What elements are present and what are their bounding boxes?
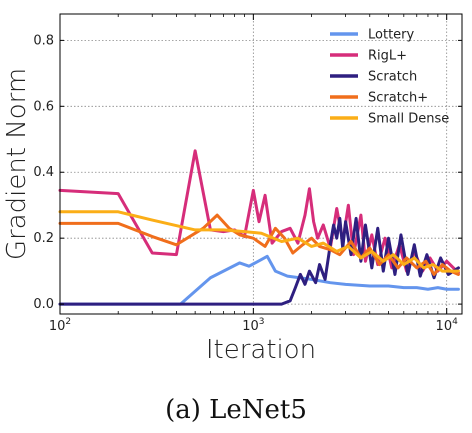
x-tick-base: 10 bbox=[49, 319, 66, 334]
x-tick-exponent: 2 bbox=[65, 317, 71, 327]
x-tick-exponent: 3 bbox=[259, 317, 265, 327]
y-tick-label: 0.6 bbox=[33, 99, 54, 114]
figure-caption: (a) LeNet5 bbox=[165, 395, 307, 425]
legend-label: RigL+ bbox=[368, 49, 407, 64]
series-layer bbox=[58, 149, 460, 306]
x-tick-label: 104 bbox=[436, 317, 459, 334]
legend-label: Lottery bbox=[368, 28, 415, 43]
y-axis-label: Gradient Norm bbox=[2, 68, 32, 260]
legend-label: Scratch+ bbox=[368, 91, 428, 106]
x-axis-label: Iteration bbox=[206, 335, 316, 365]
series-line-small-dense bbox=[58, 210, 460, 273]
y-tick-label: 0.2 bbox=[33, 231, 54, 246]
series-line-lottery bbox=[58, 254, 460, 306]
x-tick-base: 10 bbox=[242, 319, 259, 334]
x-tick-label: 102 bbox=[49, 317, 71, 334]
y-tick-label: 0.4 bbox=[33, 165, 54, 180]
x-tick-exponent: 4 bbox=[452, 317, 458, 327]
legend: Lottery RigL+ Scratch Scratch+ Small Dense bbox=[330, 28, 449, 127]
y-tick-label: 0.0 bbox=[33, 297, 54, 312]
series-line-scratch bbox=[58, 216, 460, 306]
plot-frame bbox=[59, 13, 463, 315]
series-line-scratch- bbox=[58, 213, 460, 276]
x-tick-base: 10 bbox=[436, 319, 453, 334]
legend-label: Small Dense bbox=[368, 112, 449, 127]
legend-label: Scratch bbox=[368, 70, 417, 85]
y-tick-label: 0.8 bbox=[33, 33, 54, 48]
x-tick-label: 103 bbox=[242, 317, 264, 334]
